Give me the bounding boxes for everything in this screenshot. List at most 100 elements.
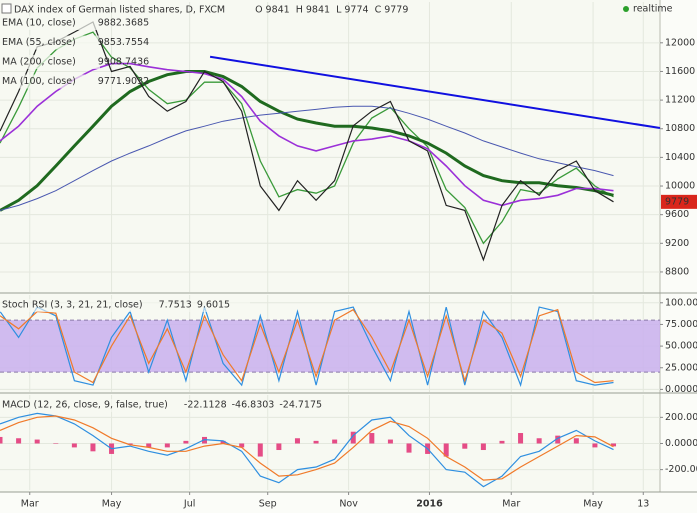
y-tick-label: 9600 xyxy=(665,209,689,220)
legend-value: 7.7513 xyxy=(159,300,192,311)
histogram-bar xyxy=(518,433,524,444)
legend-value: 9.6015 xyxy=(197,300,230,311)
legend-name: EMA (10, close) xyxy=(2,18,76,29)
y-tick-label: 50.0000 xyxy=(665,341,697,352)
x-tick-label: Nov xyxy=(339,499,358,510)
x-tick-label: Sep xyxy=(259,499,277,510)
histogram-bar xyxy=(480,443,486,451)
price-line xyxy=(0,21,614,262)
histogram-bar xyxy=(555,435,561,444)
histogram-bar xyxy=(71,443,77,448)
histogram-bar xyxy=(350,431,356,444)
series-line xyxy=(0,62,614,207)
histogram-bar xyxy=(499,440,505,444)
histogram-bar xyxy=(332,439,338,444)
legend-name: EMA (55, close) xyxy=(2,37,76,48)
last-price-box xyxy=(661,194,697,209)
legend-bg xyxy=(0,16,100,30)
histogram-bar xyxy=(276,443,282,451)
y-tick-label: 200.0000 xyxy=(665,412,697,423)
y-tick-label: 0.0000 xyxy=(665,438,697,449)
quote-label: L xyxy=(336,5,342,16)
y-tick-label: 0.0000 xyxy=(665,384,697,395)
series-line xyxy=(0,308,614,384)
x-tick-label: Mar xyxy=(21,499,39,510)
x-tick-label: 13 xyxy=(637,499,649,510)
x-tick-label: May xyxy=(583,499,603,510)
y-tick-label: 11200 xyxy=(665,95,695,106)
histogram-bar xyxy=(90,443,96,452)
legend-value: 9908.7436 xyxy=(98,57,149,68)
y-tick-label: 10000 xyxy=(665,181,695,192)
collapse-icon xyxy=(1,3,12,14)
histogram-bar xyxy=(611,443,617,447)
series-line xyxy=(0,412,614,488)
histogram-bar xyxy=(387,439,393,444)
legend-bg xyxy=(0,35,100,50)
y-tick-label: 8800 xyxy=(665,266,689,277)
last-price-label: 9779 xyxy=(665,196,689,207)
histogram-bar xyxy=(592,443,598,448)
legend-value: -22.1128 xyxy=(184,400,227,411)
histogram-bar xyxy=(294,438,300,444)
quote-label: O xyxy=(255,5,262,16)
y-tick-label: 75.0000 xyxy=(665,319,697,330)
y-tick-label: 12000 xyxy=(665,37,695,48)
histogram-bar xyxy=(239,443,245,448)
histogram-bar xyxy=(34,439,40,444)
legend-bg xyxy=(0,299,250,312)
histogram-bar xyxy=(369,433,375,444)
y-tick-label: 100.0000 xyxy=(665,297,697,308)
legend-bg xyxy=(0,74,100,89)
legend-value: -46.8303 xyxy=(232,400,275,411)
histogram-bar xyxy=(220,440,226,444)
histogram-bar xyxy=(406,443,412,453)
histogram-bar xyxy=(127,443,133,445)
histogram-bar xyxy=(257,443,263,457)
trendline xyxy=(209,55,661,130)
legend-name: MA (100, close) xyxy=(2,76,76,87)
histogram-bar xyxy=(313,440,319,444)
quote-label: C xyxy=(375,5,382,16)
indicator-title: MACD (12, 26, close, 9, false, true) xyxy=(2,400,168,411)
chart-title: DAX index of German listed shares, D, FX… xyxy=(14,5,225,16)
quote-label: H xyxy=(296,5,303,16)
series-line xyxy=(0,31,614,245)
status: realtime xyxy=(633,4,673,15)
histogram-bar xyxy=(183,440,189,444)
series-line xyxy=(0,415,614,481)
indicator-title: Stoch RSI (3, 3, 21, 21, close) xyxy=(2,300,143,311)
quote-value: 9841 xyxy=(306,5,330,16)
status-dot xyxy=(623,6,629,12)
histogram-bar xyxy=(53,443,59,444)
histogram-bar xyxy=(0,436,3,444)
series-line xyxy=(0,105,614,211)
quote-value: 9779 xyxy=(384,5,408,16)
x-tick-label: May xyxy=(102,499,122,510)
y-tick-label: 10400 xyxy=(665,152,695,163)
legend-value: 9771.9032 xyxy=(98,76,149,87)
y-tick-label: 11600 xyxy=(665,66,695,77)
y-tick-label: -200.0000 xyxy=(665,464,697,475)
legend-value: -24.7175 xyxy=(279,400,322,411)
legend-name: MA (200, close) xyxy=(2,57,76,68)
x-tick-label: Jul xyxy=(183,499,195,510)
legend-bg xyxy=(0,55,100,69)
y-tick-label: 9200 xyxy=(665,238,689,249)
histogram-bar xyxy=(462,443,468,449)
histogram-bar xyxy=(16,438,22,444)
quote-value: 9841 xyxy=(266,5,290,16)
histogram-bar xyxy=(164,443,170,448)
y-tick-label: 25.0000 xyxy=(665,362,697,373)
quote-value: 9774 xyxy=(344,5,368,16)
legend-value: 9853.7554 xyxy=(98,37,149,48)
series-line xyxy=(0,70,614,212)
legend-value: 9882.3685 xyxy=(98,18,149,29)
histogram-bar xyxy=(536,438,542,444)
plot-area xyxy=(0,0,660,492)
histogram-bar xyxy=(443,443,449,457)
histogram-bar xyxy=(146,443,152,448)
legend-bg xyxy=(0,399,250,412)
histogram-bar xyxy=(573,438,579,444)
